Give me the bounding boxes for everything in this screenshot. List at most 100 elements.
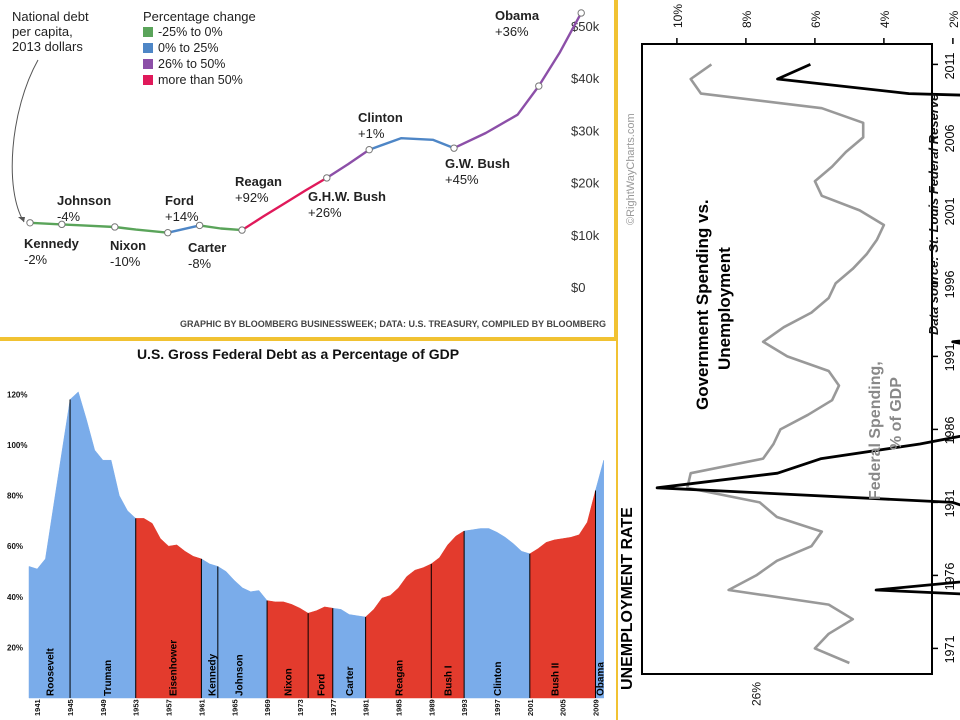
- term-end-marker: [577, 9, 585, 17]
- chart3-title-line-2: Unemployment: [715, 247, 734, 370]
- year-tick-label: 2006: [943, 125, 957, 153]
- series-line: [368, 137, 455, 151]
- x-tick-label: 1961: [197, 699, 206, 716]
- right-tick-label: 4%: [878, 10, 892, 28]
- series-line: [29, 221, 62, 226]
- legend-swatch: [143, 75, 153, 85]
- x-tick-label: 1957: [165, 699, 174, 716]
- president-name: Clinton: [493, 662, 504, 696]
- president-name: Bush II: [550, 662, 561, 696]
- series-line: [537, 12, 583, 87]
- debt-per-capita-svg: National debt per capita, 2013 dollars P…: [11, 8, 606, 329]
- x-axis-ticks: 1941 1945 1949 1953 1957 1961 1965 1969 1973 1977…: [33, 699, 600, 716]
- term-start-marker: [238, 226, 246, 234]
- x-tick-label: 1973: [296, 699, 305, 716]
- y-tick-label: $40k: [571, 71, 600, 86]
- right-tick-label: 8%: [740, 10, 754, 28]
- chart3-title: Government Spending vs. Unemployment: [693, 195, 734, 410]
- spending-unemployment-svg: 10%8%6%4%2% 26%24%22%20% 197119761981198…: [620, 0, 960, 720]
- change-label: +1%: [358, 126, 385, 141]
- series-line: [114, 225, 168, 234]
- series-line: [61, 223, 115, 229]
- president-labels: Kennedy-2% Johnson-4% Nixon-10% Ford+14% Car…: [24, 8, 540, 271]
- chart1-title: National debt per capita, 2013 dollars: [12, 9, 92, 54]
- change-label: +92%: [235, 190, 269, 205]
- president-name: Nixon: [110, 238, 146, 253]
- y-tick-label: 120%: [7, 390, 27, 399]
- term-start-marker: [450, 144, 458, 152]
- change-label: +26%: [308, 205, 342, 220]
- term-start-marker: [365, 146, 373, 154]
- y-tick-label: 20%: [7, 643, 23, 652]
- x-tick-label: 1949: [99, 699, 108, 716]
- term-start-marker: [535, 82, 543, 90]
- chart3-background: [620, 0, 960, 720]
- legend-label: more than 50%: [158, 73, 243, 87]
- title-line-2: per capita,: [12, 24, 73, 39]
- president-name: Reagan: [235, 174, 282, 189]
- x-tick-label: 1969: [263, 699, 272, 716]
- y-axis-ticks: 120% 100% 80% 60% 40% 20%: [7, 390, 27, 652]
- president-name: Bush I: [444, 665, 455, 696]
- term-dividers: [69, 399, 596, 698]
- year-tick-label: 1996: [943, 271, 957, 299]
- change-label: -4%: [57, 209, 81, 224]
- x-tick-label: 1989: [427, 699, 436, 716]
- president-name: Ford: [165, 193, 194, 208]
- year-tick-label: 2001: [943, 198, 957, 226]
- chart1-source: GRAPHIC BY BLOOMBERG BUSINESSWEEK; DATA:…: [180, 319, 606, 329]
- year-tick-label: 1971: [943, 636, 957, 664]
- change-label: +36%: [495, 24, 529, 39]
- x-tick-label: 1981: [362, 699, 371, 716]
- president-name: Clinton: [358, 110, 403, 125]
- legend-swatch: [143, 43, 153, 53]
- term-start-marker: [26, 219, 34, 227]
- change-label: +14%: [165, 209, 199, 224]
- series-line: [167, 224, 200, 234]
- series-line: [241, 176, 328, 232]
- left-tick-label: 26%: [750, 682, 764, 706]
- y-axis-ticks: $50k $40k $30k $20k $10k $0: [571, 19, 600, 295]
- left-axis-label: UNEMPLOYMENT RATE: [620, 507, 636, 690]
- legend-label: -25% to 0%: [158, 25, 223, 39]
- x-tick-label: 1985: [395, 699, 404, 716]
- y-tick-label: $0: [571, 280, 585, 295]
- president-name: Ford: [317, 674, 328, 696]
- y-tick-label: $30k: [571, 123, 600, 138]
- vertical-divider: [614, 0, 618, 720]
- year-tick-label: 1976: [943, 563, 957, 591]
- president-name: Kennedy: [207, 653, 218, 696]
- legend: -25% to 0% 0% to 25% 26% to 50% more than 5…: [143, 25, 243, 87]
- legend-label: 0% to 25%: [158, 41, 218, 55]
- legend-label: 26% to 50%: [158, 57, 225, 71]
- title-line-3: 2013 dollars: [12, 39, 83, 54]
- x-tick-label: 1997: [493, 699, 502, 716]
- president-name: Eisenhower: [169, 640, 180, 696]
- title-arrow: [11, 59, 39, 223]
- change-label: -10%: [110, 254, 141, 269]
- series-lines: [655, 63, 960, 665]
- data-source: Data source: St. Louis Federal Reserve: [926, 94, 941, 335]
- y-tick-label: $20k: [571, 176, 600, 191]
- spending-unemployment-chart: 10%8%6%4%2% 26%24%22%20% 197119761981198…: [620, 0, 960, 720]
- y-tick-label: 80%: [7, 492, 23, 501]
- area-segments: [28, 391, 604, 699]
- x-tick-label: 1977: [329, 699, 338, 716]
- change-label: -2%: [24, 252, 48, 267]
- president-name: Truman: [103, 660, 114, 696]
- president-name: Obama: [495, 8, 540, 23]
- term-start-marker: [323, 174, 331, 182]
- year-tick-label: 1991: [943, 344, 957, 372]
- x-tick-label: 2005: [559, 699, 568, 716]
- horizontal-divider: [0, 337, 617, 341]
- x-tick-label: 1945: [66, 699, 75, 716]
- title-arrow-head: [18, 217, 25, 222]
- federal-label-line-2: % of GDP: [888, 377, 905, 450]
- x-tick-label: 1941: [33, 699, 42, 716]
- plot-frame: [641, 43, 933, 675]
- chart2-title: U.S. Gross Federal Debt as a Percentage …: [137, 346, 459, 362]
- y-tick-label: 40%: [7, 593, 23, 602]
- president-name: Carter: [345, 666, 356, 696]
- x-tick-label: 1953: [132, 699, 141, 716]
